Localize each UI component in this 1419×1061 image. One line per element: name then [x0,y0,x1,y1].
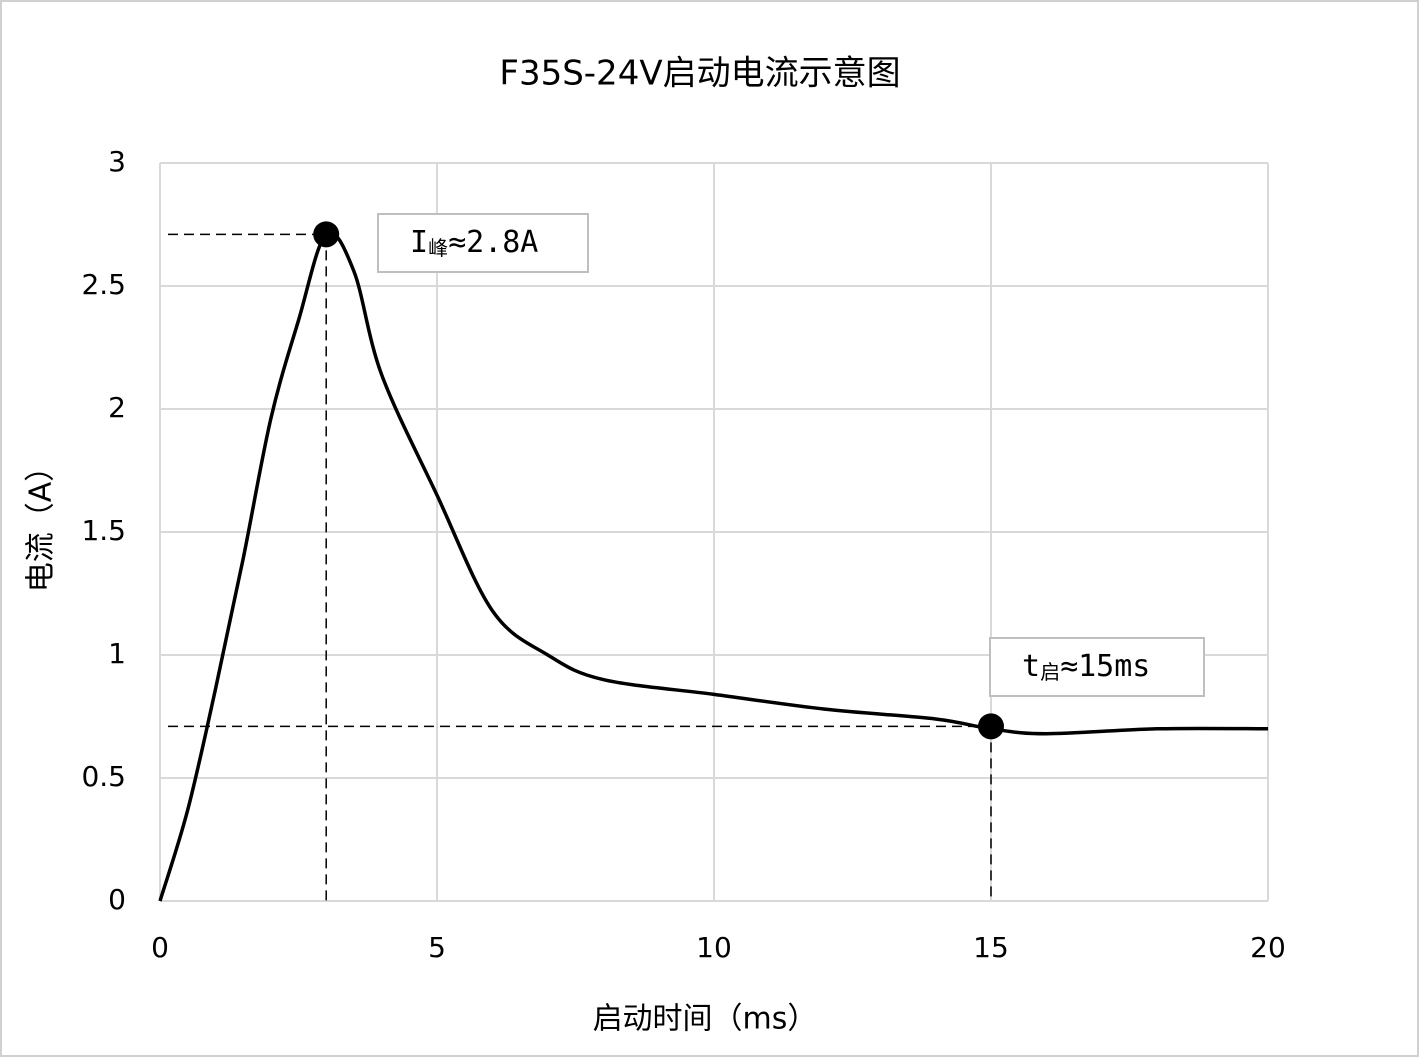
y-tick-label: 3 [108,145,126,178]
x-tick-label: 0 [151,931,169,964]
annotation-part: 启 [1040,660,1060,684]
y-axis-title: 电流（A） [24,452,59,593]
y-tick-label: 0 [108,883,126,916]
annotation-part: t [1022,649,1040,684]
annotation-part: I [410,225,428,260]
x-tick-label: 20 [1250,931,1286,964]
annotation: t启≈15ms [1022,649,1150,684]
y-tick-label: 1.5 [81,514,126,547]
x-axis-title: 启动时间（ms） [593,1002,818,1037]
x-tick-label: 5 [428,931,446,964]
annotation-box [377,213,589,273]
annotation-part: 峰 [428,236,448,260]
y-tick-label: 2.5 [81,268,126,301]
annotation-part: ≈2.8A [448,225,538,260]
y-tick-label: 1 [108,637,126,670]
annotation-part: ≈15ms [1060,649,1150,684]
x-tick-label: 15 [973,931,1009,964]
y-tick-label: 0.5 [81,760,126,793]
chart-title: F35S-24V启动电流示意图 [499,54,900,94]
annotation-box [989,637,1205,697]
point-marker [313,221,340,248]
annotation: I峰≈2.8A [410,225,538,260]
y-tick-label: 2 [108,391,126,424]
x-tick-label: 10 [696,931,732,964]
point-marker [978,713,1004,740]
